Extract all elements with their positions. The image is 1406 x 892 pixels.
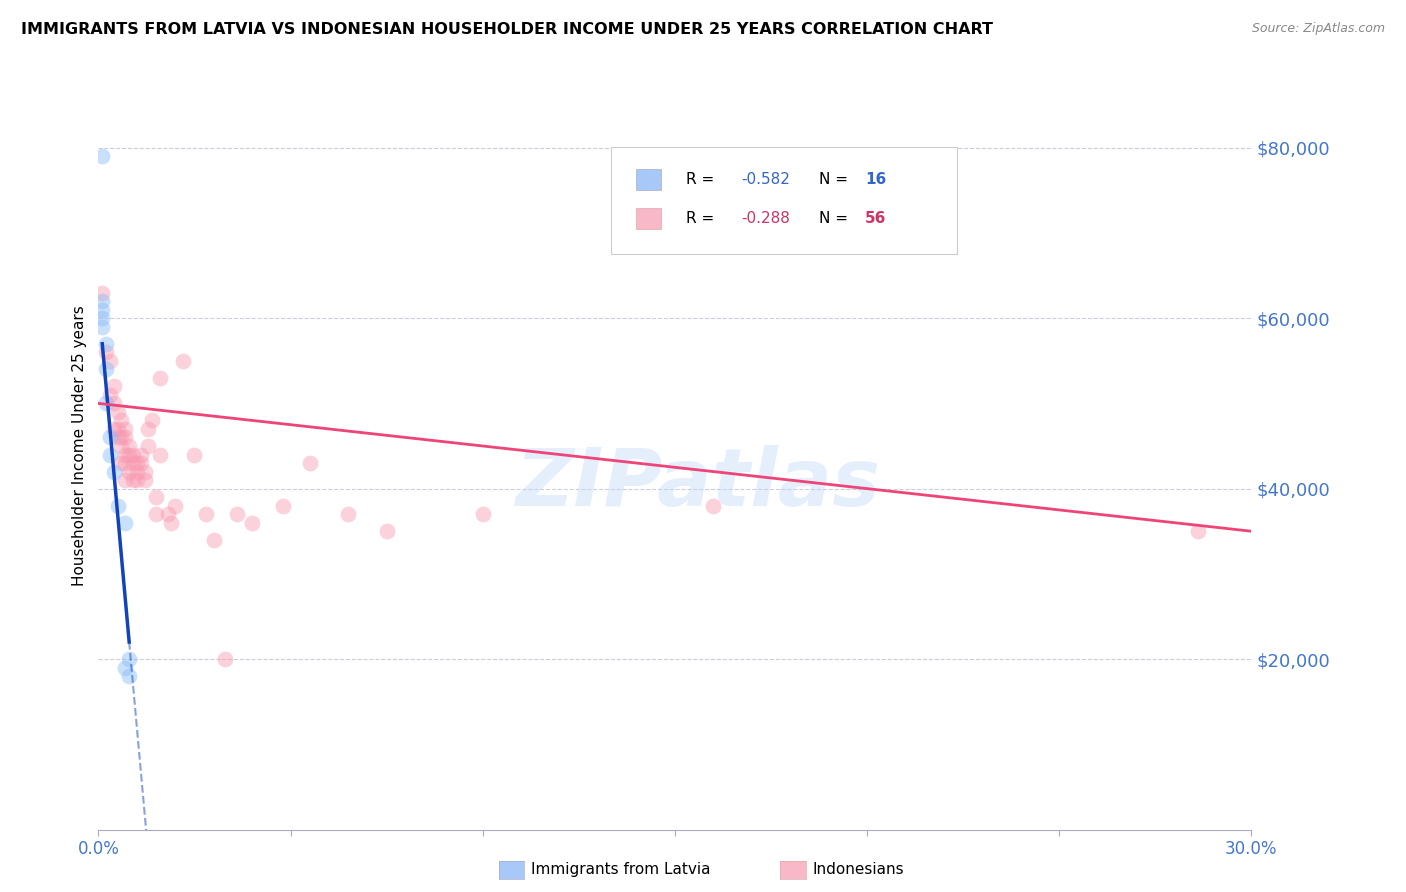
Point bbox=[141, 413, 163, 427]
Point bbox=[214, 652, 236, 666]
Point bbox=[94, 362, 117, 376]
Point bbox=[94, 345, 117, 359]
Point bbox=[103, 379, 125, 393]
Point bbox=[375, 524, 398, 539]
Point bbox=[145, 507, 167, 521]
Point bbox=[145, 490, 167, 504]
Text: ZIPatlas: ZIPatlas bbox=[516, 445, 880, 524]
Point bbox=[91, 149, 114, 163]
Point bbox=[98, 448, 121, 462]
Point bbox=[122, 448, 145, 462]
Point bbox=[702, 499, 724, 513]
FancyBboxPatch shape bbox=[636, 208, 661, 228]
Point bbox=[114, 430, 136, 444]
Point bbox=[134, 465, 156, 479]
Point bbox=[118, 652, 141, 666]
Point bbox=[202, 533, 225, 547]
Point bbox=[225, 507, 247, 521]
Point bbox=[114, 473, 136, 487]
Point bbox=[149, 448, 172, 462]
Point bbox=[125, 465, 148, 479]
Point bbox=[94, 396, 117, 410]
Point bbox=[1187, 524, 1209, 539]
Point bbox=[138, 422, 160, 436]
FancyBboxPatch shape bbox=[612, 147, 957, 254]
Point bbox=[172, 353, 194, 368]
Point bbox=[183, 448, 205, 462]
Point bbox=[110, 439, 132, 453]
Point bbox=[114, 448, 136, 462]
Text: N =: N = bbox=[820, 211, 853, 226]
Point bbox=[103, 396, 125, 410]
Point bbox=[114, 422, 136, 436]
Text: 16: 16 bbox=[865, 172, 886, 187]
FancyBboxPatch shape bbox=[636, 169, 661, 190]
Point bbox=[129, 456, 152, 470]
Point bbox=[98, 430, 121, 444]
Point bbox=[91, 294, 114, 309]
Point bbox=[107, 499, 129, 513]
Point bbox=[118, 465, 141, 479]
Point bbox=[138, 439, 160, 453]
Point bbox=[298, 456, 321, 470]
Text: R =: R = bbox=[686, 172, 720, 187]
Y-axis label: Householder Income Under 25 years: Householder Income Under 25 years bbox=[72, 306, 87, 586]
Point bbox=[103, 465, 125, 479]
Point bbox=[240, 516, 263, 530]
Point bbox=[160, 516, 183, 530]
Point bbox=[129, 448, 152, 462]
Point bbox=[114, 456, 136, 470]
Point bbox=[91, 285, 114, 300]
Point bbox=[471, 507, 494, 521]
Text: -0.288: -0.288 bbox=[742, 211, 790, 226]
Text: Indonesians: Indonesians bbox=[813, 863, 904, 877]
Point bbox=[107, 405, 129, 419]
Point bbox=[156, 507, 179, 521]
Point bbox=[94, 336, 117, 351]
Point bbox=[110, 413, 132, 427]
Point bbox=[114, 660, 136, 674]
Point bbox=[118, 669, 141, 683]
Text: N =: N = bbox=[820, 172, 853, 187]
Point bbox=[107, 422, 129, 436]
Point bbox=[337, 507, 360, 521]
Point bbox=[114, 516, 136, 530]
Text: 56: 56 bbox=[865, 211, 887, 226]
Text: Source: ZipAtlas.com: Source: ZipAtlas.com bbox=[1251, 22, 1385, 36]
Point bbox=[91, 319, 114, 334]
Point bbox=[271, 499, 294, 513]
Point bbox=[118, 448, 141, 462]
Point bbox=[118, 439, 141, 453]
Point bbox=[91, 311, 114, 326]
Text: Immigrants from Latvia: Immigrants from Latvia bbox=[531, 863, 711, 877]
Point bbox=[98, 353, 121, 368]
Point bbox=[149, 371, 172, 385]
Point bbox=[134, 473, 156, 487]
Point bbox=[107, 430, 129, 444]
Text: IMMIGRANTS FROM LATVIA VS INDONESIAN HOUSEHOLDER INCOME UNDER 25 YEARS CORRELATI: IMMIGRANTS FROM LATVIA VS INDONESIAN HOU… bbox=[21, 22, 993, 37]
Point bbox=[103, 422, 125, 436]
Point bbox=[122, 473, 145, 487]
Point bbox=[110, 430, 132, 444]
Text: R =: R = bbox=[686, 211, 720, 226]
Point bbox=[91, 302, 114, 317]
Point bbox=[110, 456, 132, 470]
Point bbox=[98, 388, 121, 402]
Point bbox=[125, 473, 148, 487]
Text: -0.582: -0.582 bbox=[742, 172, 790, 187]
Point bbox=[195, 507, 218, 521]
Point bbox=[122, 456, 145, 470]
Point bbox=[165, 499, 187, 513]
Point bbox=[125, 456, 148, 470]
